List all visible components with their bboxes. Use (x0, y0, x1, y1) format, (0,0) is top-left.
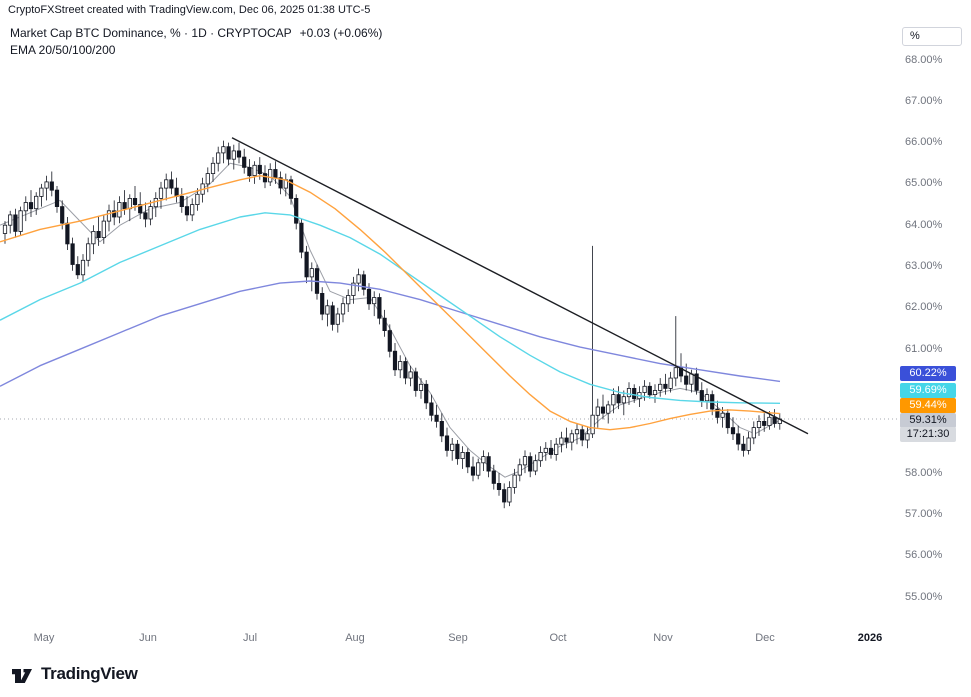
price-scale[interactable]: % 68.00% 67.00% 66.00% 65.00% 64.00% 63.00% 62… (897, 0, 971, 655)
price-tick: 55.00% (905, 590, 943, 603)
time-tick: Sep (448, 632, 468, 644)
ema-100-line (0, 212, 781, 404)
ema-200-line (0, 280, 781, 387)
trendline[interactable] (231, 137, 809, 435)
price-tick: 67.00% (905, 94, 943, 107)
legend-indicator-row[interactable]: EMA 20/50/100/200 (10, 42, 382, 59)
tradingview-watermark[interactable]: TradingView (10, 662, 138, 686)
time-tick: Dec (755, 632, 775, 644)
price-tick: 58.00% (905, 466, 943, 479)
candlestick-chart[interactable] (0, 0, 897, 660)
time-tick: Jun (139, 632, 157, 644)
attribution-text: CryptoFXStreet created with TradingView.… (8, 4, 371, 16)
legend-symbol-row[interactable]: Market Cap BTC Dominance, % · 1D · CRYPT… (10, 25, 382, 42)
symbol-title: Market Cap BTC Dominance, % · 1D · CRYPT… (10, 26, 292, 40)
candles-layer (2, 140, 782, 509)
price-badge-ema-200: 60.22% (900, 365, 956, 381)
price-tick: 61.00% (905, 342, 943, 355)
indicator-label: EMA 20/50/100/200 (10, 43, 116, 57)
price-tick: 65.00% (905, 177, 943, 190)
time-tick: Nov (653, 632, 673, 644)
price-unit-box[interactable]: % (902, 27, 962, 46)
time-tick: Oct (549, 632, 567, 644)
price-tick: 63.00% (905, 260, 943, 272)
time-tick: Jul (242, 632, 258, 644)
price-tick: 62.00% (905, 301, 943, 314)
price-badge-ema-100: 59.69% (900, 382, 956, 398)
price-badge-countdown: 17:21:30 (900, 426, 956, 442)
time-scale[interactable]: May Jun Jul Aug Sep Oct Nov Dec 2026 (0, 628, 897, 650)
time-tick: Aug (345, 632, 365, 644)
price-tick: 64.00% (905, 218, 943, 231)
chart-legend: Market Cap BTC Dominance, % · 1D · CRYPT… (10, 25, 382, 59)
ema-50-line (0, 175, 781, 431)
price-tick: 57.00% (905, 507, 943, 520)
time-tick: May (33, 632, 55, 644)
brand-text: TradingView (41, 664, 138, 683)
price-badge-last-price: 59.31% (900, 412, 956, 428)
price-badge-ema-50: 59.44% (900, 397, 956, 413)
price-tick: 68.00% (905, 53, 943, 66)
price-change: +0.03 (+0.06%) (299, 26, 383, 40)
tradingview-logo-icon (12, 669, 32, 683)
price-tick: 56.00% (905, 549, 943, 562)
price-tick: 66.00% (905, 136, 943, 149)
time-tick-year: 2026 (857, 632, 883, 644)
chart-pane[interactable] (0, 0, 897, 660)
ema-20-line (0, 162, 781, 478)
